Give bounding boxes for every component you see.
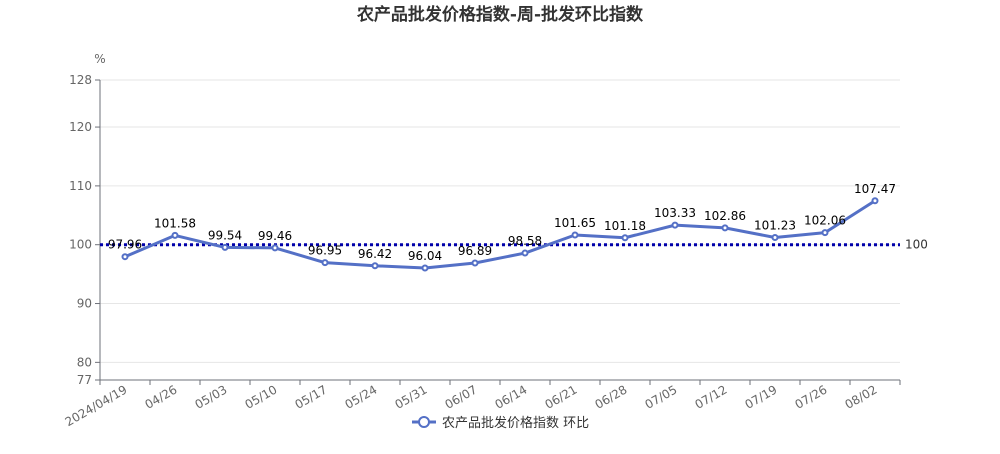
data-label: 101.58 bbox=[154, 216, 196, 230]
data-point bbox=[121, 253, 129, 261]
data-label: 103.33 bbox=[654, 206, 696, 220]
data-point bbox=[671, 221, 679, 229]
reference-line-label: 100 bbox=[905, 238, 928, 252]
x-tick-label: 05/17 bbox=[293, 382, 330, 411]
x-tick-label: 07/26 bbox=[793, 382, 830, 411]
data-label: 99.46 bbox=[258, 229, 292, 243]
data-label: 101.18 bbox=[604, 219, 646, 233]
data-point bbox=[471, 259, 479, 267]
series-group bbox=[121, 197, 879, 272]
data-point bbox=[221, 243, 229, 251]
x-tick-label: 05/24 bbox=[343, 382, 380, 411]
data-labels: 97.96 101.58 99.54 99.46 96.95 96.42 96.04 96.8… bbox=[108, 182, 896, 263]
data-label: 107.47 bbox=[854, 182, 896, 196]
x-tick-label: 05/03 bbox=[193, 382, 230, 411]
data-point bbox=[321, 259, 329, 267]
y-tick-label: 90 bbox=[77, 297, 92, 311]
data-point bbox=[571, 231, 579, 239]
x-tick-label: 07/12 bbox=[693, 382, 730, 411]
data-point bbox=[871, 197, 879, 205]
data-label: 102.06 bbox=[804, 214, 846, 228]
data-point bbox=[171, 231, 179, 239]
x-tick-label: 07/19 bbox=[743, 382, 780, 411]
data-point bbox=[521, 249, 529, 257]
chart-title: 农产品批发价格指数-周-批发环比指数 bbox=[356, 4, 644, 25]
data-label: 102.86 bbox=[704, 209, 746, 223]
x-tick-label: 08/02 bbox=[843, 382, 880, 411]
x-tick-label: 06/28 bbox=[593, 382, 630, 411]
data-label: 97.96 bbox=[108, 238, 142, 252]
x-tick-label: 05/10 bbox=[243, 382, 280, 411]
data-label: 96.42 bbox=[358, 247, 392, 261]
data-point bbox=[621, 234, 629, 242]
legend-marker-icon bbox=[418, 416, 430, 428]
data-point bbox=[421, 264, 429, 272]
x-tick-label: 06/21 bbox=[543, 382, 580, 411]
x-tick-label: 06/07 bbox=[443, 382, 480, 411]
data-label: 96.95 bbox=[308, 244, 342, 258]
x-tick-label: 2024/04/19 bbox=[63, 382, 130, 429]
y-tick-label: 128 bbox=[69, 73, 92, 87]
x-tick-label: 04/26 bbox=[143, 382, 180, 411]
x-tick-label: 06/14 bbox=[493, 382, 530, 411]
y-tick-label: 120 bbox=[69, 120, 92, 134]
x-tick-label: 05/31 bbox=[393, 382, 430, 411]
y-tick-label: 110 bbox=[69, 179, 92, 193]
data-label: 99.54 bbox=[208, 228, 242, 242]
data-label: 98.58 bbox=[508, 234, 542, 248]
series-line bbox=[123, 199, 877, 270]
y-tick-label: 77 bbox=[77, 373, 92, 387]
data-point bbox=[821, 229, 829, 237]
data-point bbox=[271, 244, 279, 252]
data-label: 101.23 bbox=[754, 218, 796, 232]
y-tick-label: 100 bbox=[69, 238, 92, 252]
data-label: 101.65 bbox=[554, 216, 596, 230]
x-tick-label: 07/05 bbox=[643, 382, 680, 411]
legend[interactable]: 农产品批发价格指数 环比 bbox=[412, 415, 589, 431]
data-point bbox=[371, 262, 379, 270]
legend-label: 农产品批发价格指数 环比 bbox=[442, 415, 589, 431]
y-axis-unit: % bbox=[94, 52, 105, 66]
y-tick-label: 80 bbox=[77, 355, 92, 369]
data-point bbox=[771, 233, 779, 241]
data-label: 96.89 bbox=[458, 244, 492, 258]
reference-line-group: 100 bbox=[100, 238, 928, 252]
data-point bbox=[721, 224, 729, 232]
data-label: 96.04 bbox=[408, 249, 442, 263]
